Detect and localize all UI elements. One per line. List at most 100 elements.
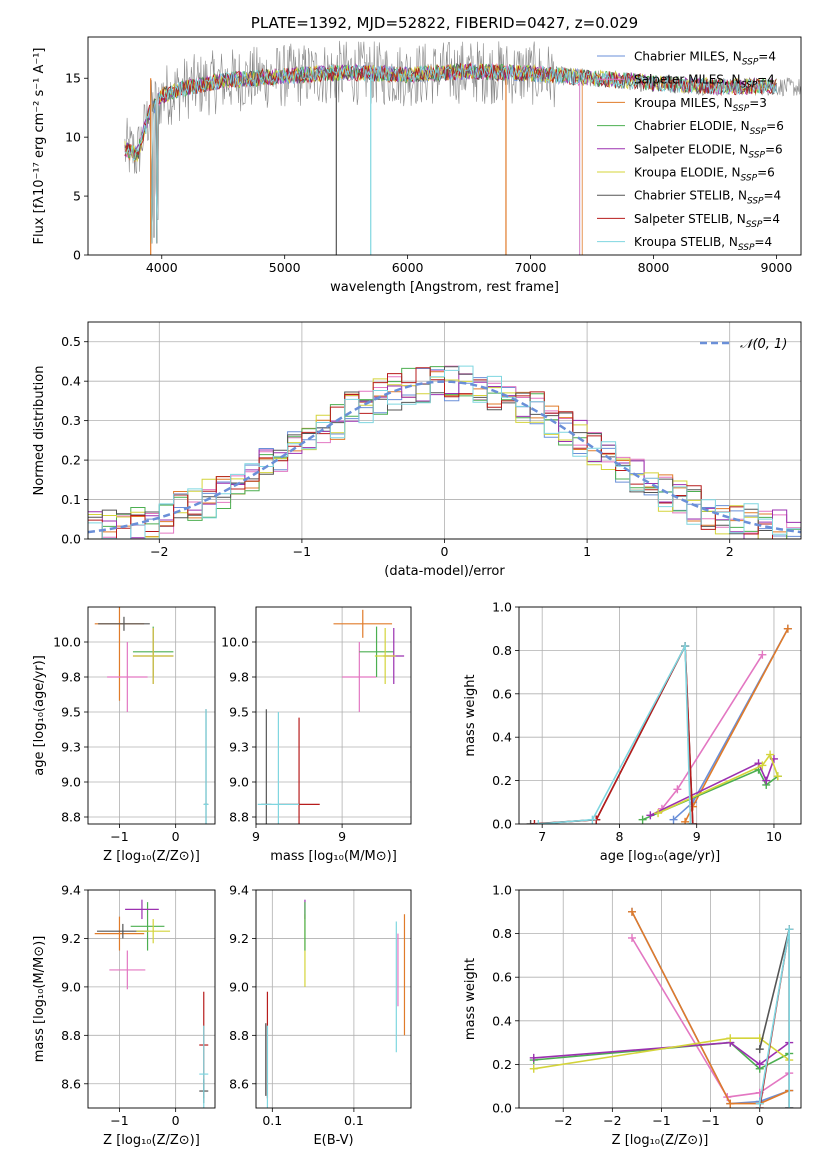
legend-label-sub: SSP [741,174,758,184]
x-tick-label: 0.1 [344,1113,364,1128]
panel-weight-vs-age: 7 8 9 10 0.0 0.2 0.4 0.6 0.8 1.0 age [log₁₀(age/yr… [463,600,802,864]
point-marker [526,820,535,824]
series-kroupa-stelib [758,929,790,1108]
y-tick-label: 0.6 [492,970,512,985]
x-tick-label: 9 [338,829,346,844]
legend-label-main: Salpeter STELIB, N [634,212,746,226]
errorbars [257,609,405,824]
legend-label: Kroupa STELIB, NSSP=4 [634,235,772,253]
plot-area [265,899,406,1108]
y-tick-label: 0.4 [492,730,512,745]
y-tick-label: 9.8 [229,670,249,685]
y-axis-label: mass weight [463,958,478,1040]
x-tick-label: 1 [583,544,591,559]
legend-label: Chabrier MILES, NSSP=4 [634,50,776,68]
legend-label-tail: =4 [762,212,780,226]
series-salpeter-elodie [533,1041,790,1066]
y-tick-label: 15 [65,71,81,86]
legend-label-main: Kroupa MILES, N [634,96,733,110]
y-tick-label: 0.6 [492,686,512,701]
errorbar-point [374,628,396,684]
plot-area [257,609,405,824]
point-marker [588,815,597,824]
axes-frame [87,36,802,256]
series-kroupa-elodie [533,1037,790,1070]
point-marker [529,1053,538,1062]
errorbars [94,899,209,1108]
legend-label-main: Kroupa ELODIE, N [634,166,741,180]
series-salpeter-stelib [534,643,694,824]
legend-label-tail: =6 [757,166,775,180]
point-marker [773,772,782,781]
axes-frame [255,889,412,1109]
point-marker [530,820,539,824]
y-tick-label: 0.2 [61,453,81,468]
point-marker [755,1099,764,1108]
x-tick-label: 5000 [269,260,301,275]
legend-label: Kroupa ELODIE, NSSP=6 [634,166,775,184]
legend-label-main: Chabrier MILES, N [634,50,742,64]
errorbar-point [203,709,209,824]
panel-spectrum: 4000 5000 6000 7000 8000 9000 0 5 10 15 wavelength… [32,14,802,295]
y-tick-label: 9.5 [229,705,249,720]
legend-label: Salpeter MILES, NSSP=4 [634,73,775,91]
y-tick-label: 0.0 [492,1101,512,1116]
axes-frame [255,606,412,825]
legend-label: Kroupa MILES, NSSP=3 [634,96,767,114]
legend-label-tail: =4 [764,189,782,203]
x-tick-label: 0 [756,1113,764,1128]
legend-label-main: Salpeter MILES, N [634,73,741,87]
axes-frame [518,606,802,825]
panel-mass-vs-Z: −1 0 8.6 8.8 9.0 9.2 9.4 Z [log₁₀(Z/Z⊙)] mass [l… [32,883,216,1148]
series-chabrier-elodie [533,1041,790,1070]
point-marker [688,820,697,824]
legend-label-sub: SSP [746,220,763,230]
y-tick-label: 8.8 [229,810,249,825]
plot-area [529,907,794,1108]
errorbar-point [257,712,300,824]
x-tick-label: −2 [554,1113,572,1128]
y-axis-label: Normed distribution [32,366,47,496]
x-tick-label: −2 [603,1113,621,1128]
legend-label-main: Kroupa STELIB, N [634,235,738,249]
y-tick-label: 10.0 [221,635,249,650]
y-tick-label: 10.0 [53,635,81,650]
errorbars [94,607,209,824]
legend-label: Chabrier STELIB, NSSP=4 [634,189,781,207]
x-axis-label: (data-model)/error [384,564,505,579]
legend-label: Salpeter ELODIE, NSSP=6 [634,142,783,160]
legend-label: Salpeter STELIB, NSSP=4 [634,212,780,230]
x-tick-label: 7 [538,829,546,844]
legend-label-sub: SSP [738,243,755,253]
point-marker [766,750,775,759]
legend-label-main: Salpeter ELODIE, N [634,142,748,156]
x-tick-label: −1 [652,1113,670,1128]
point-marker [785,1104,794,1108]
y-tick-label: 0.4 [492,1013,512,1028]
point-marker [755,1060,764,1069]
x-axis-label: Z [log₁₀(Z/Z⊙)] [103,849,200,864]
series-kroupa-miles [631,911,790,1105]
point-marker [627,933,636,942]
plot-area [526,624,792,824]
point-marker [726,1034,735,1043]
plot-area [88,365,801,539]
series-chabrier-elodie [642,768,779,821]
series-kroupa-elodie [657,752,779,814]
point-marker [673,785,682,794]
x-tick-label: 9000 [761,260,793,275]
y-tick-label: 0.3 [61,413,81,428]
plot-area [94,607,209,824]
y-tick-label: 9.4 [229,883,249,898]
point-marker [646,811,655,820]
legend-label-tail: =6 [766,119,784,133]
x-tick-label: 0 [441,544,449,559]
y-tick-label: 8.8 [229,1028,249,1043]
y-tick-label: 9.2 [229,931,249,946]
panel-mass-vs-ebv: 0.1 0.1 8.6 8.8 9.0 9.2 9.4 E(B-V) [229,883,412,1148]
point-marker [762,776,771,785]
y-tick-label: 0.2 [492,1057,512,1072]
y-tick-label: 9.4 [61,883,81,898]
